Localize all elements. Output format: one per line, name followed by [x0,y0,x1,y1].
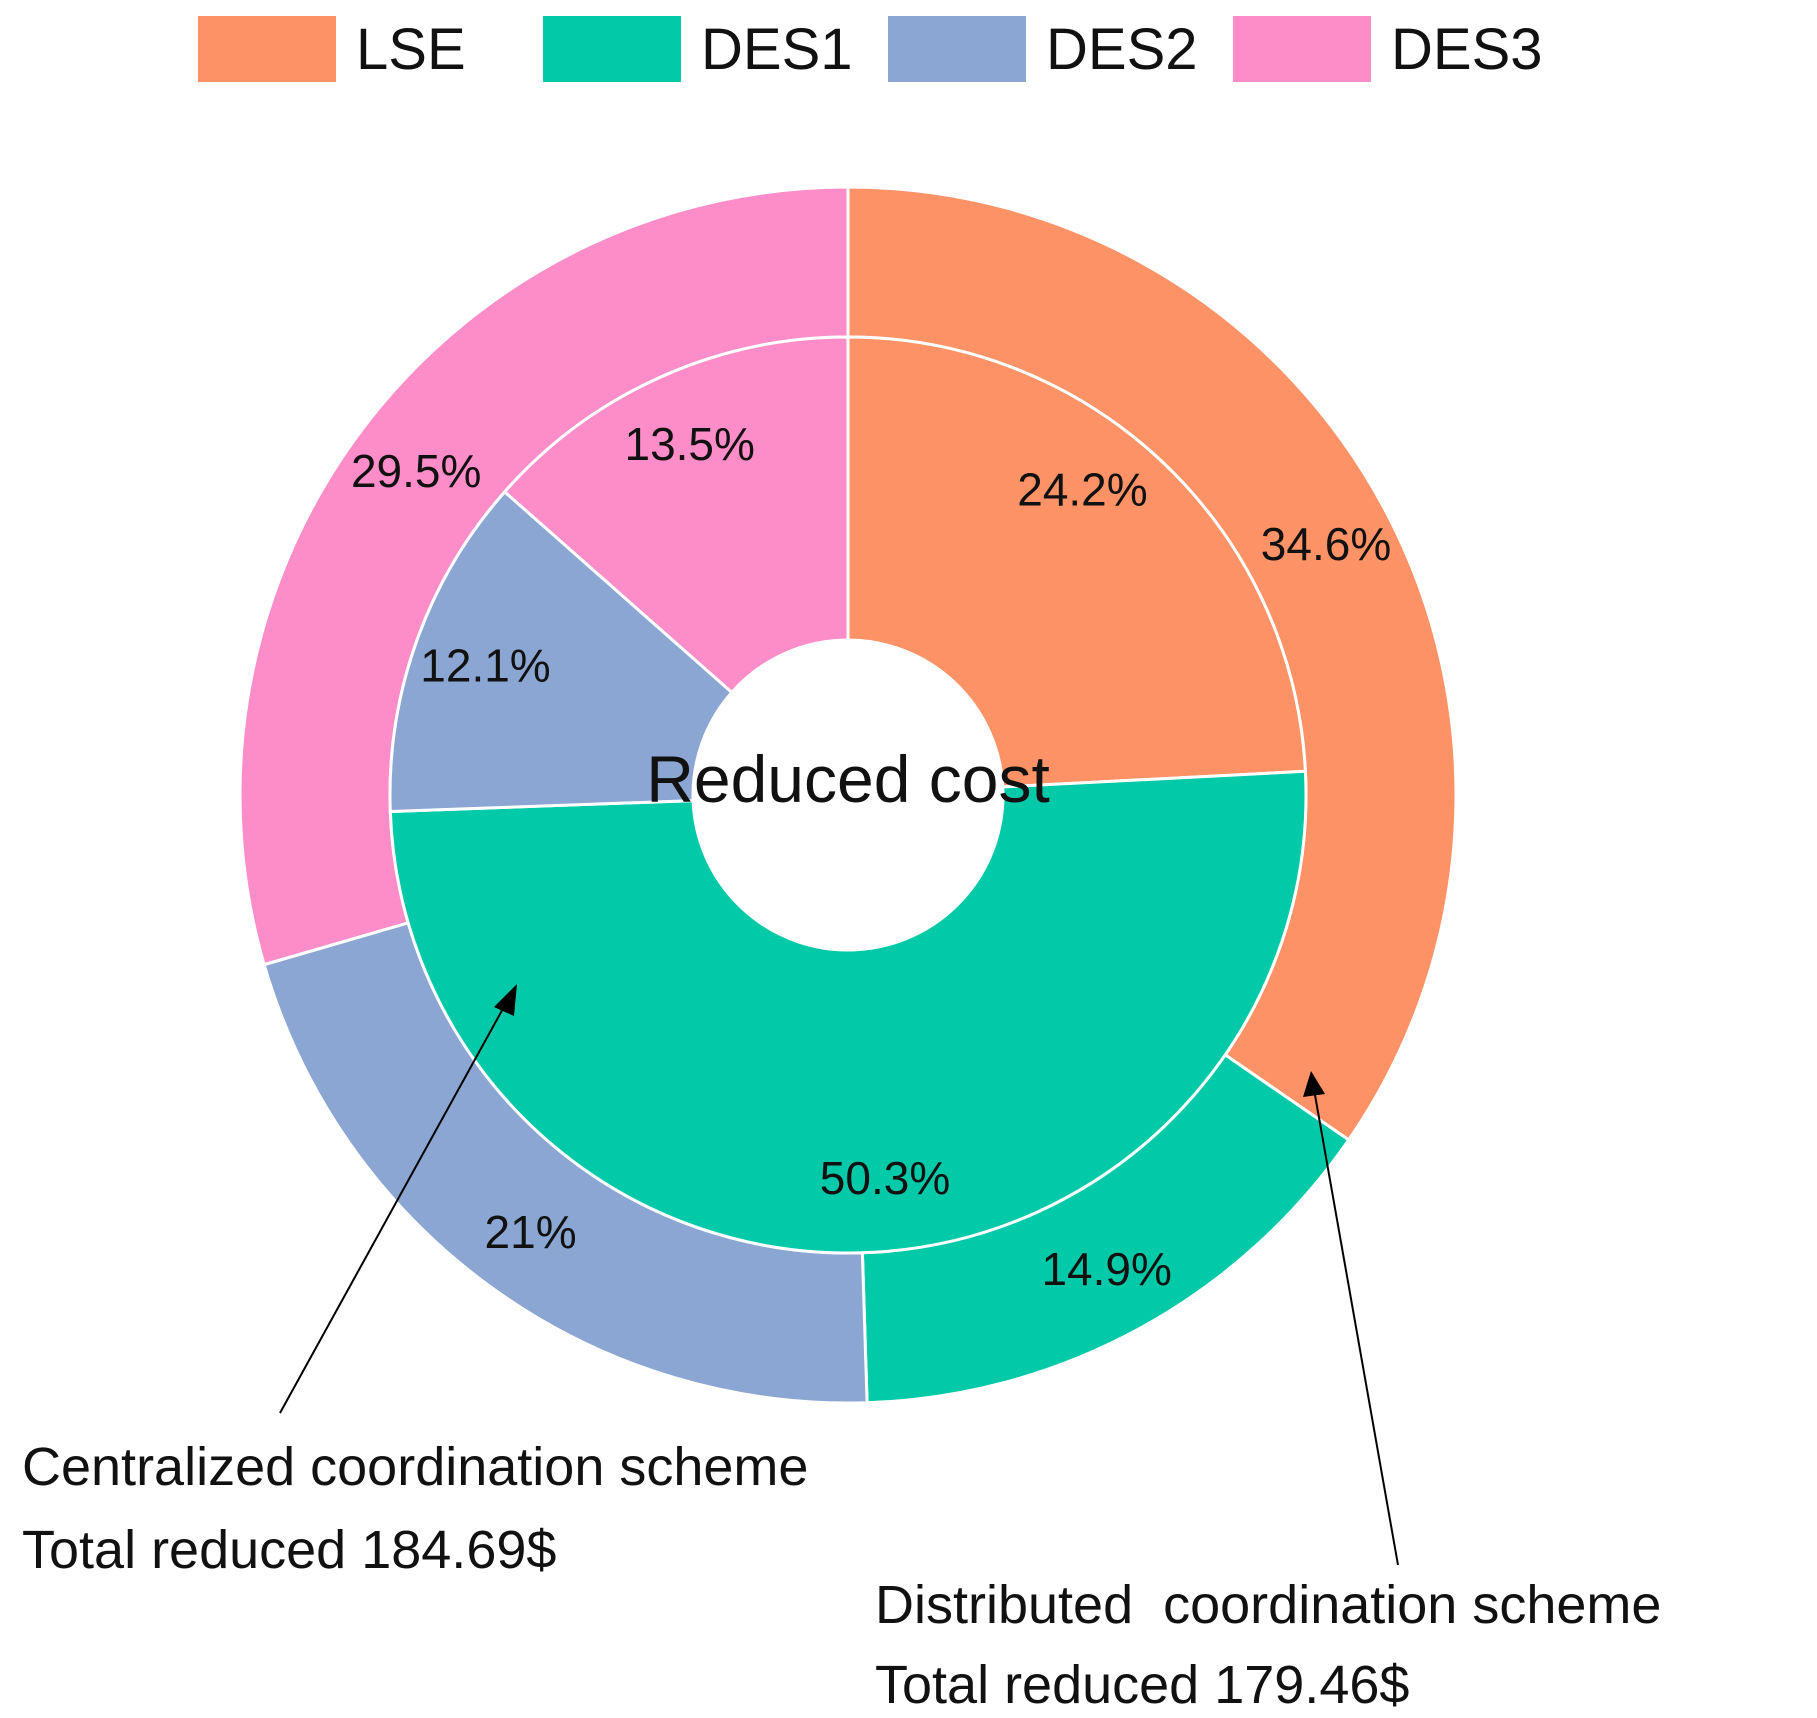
legend: LSE DES1 DES2 DES3 [198,16,1543,82]
outer-label-des3: 29.5% [351,445,481,497]
legend-label-des2: DES2 [1046,17,1198,82]
slice-labels: 34.6% 14.9% 21% 29.5% 24.2% 50.3% 12.1% 13.5% [351,418,1391,1295]
legend-label-des3: DES3 [1391,17,1543,82]
centralized-arrow [279,984,517,1414]
legend-label-lse: LSE [356,17,466,82]
inner-label-des3: 13.5% [624,418,754,470]
distributed-total-label: Total reduced 179.46$ [875,1655,1409,1715]
centralized-scheme-label: Centralized coordination scheme [22,1437,808,1497]
legend-label-des1: DES1 [701,17,853,82]
center-label: Reduced cost [646,742,1050,816]
legend-swatch-des2 [888,16,1026,82]
inner-label-des1: 50.3% [820,1152,950,1204]
distributed-arrow [1303,1071,1399,1566]
distributed-scheme-label: Distributed coordination scheme [875,1575,1661,1635]
outer-ring [238,185,1458,1405]
inner-label-lse: 24.2% [1017,464,1147,516]
inner-slice-des3 [502,335,850,695]
inner-label-des2: 12.1% [420,639,550,691]
inner-slice-lse [846,335,1307,789]
outer-label-lse: 34.6% [1261,518,1391,570]
outer-label-des2: 21% [485,1206,577,1258]
inner-slice-des1 [388,769,1308,1255]
inner-slice-des2 [388,489,734,814]
inner-ring [388,335,1308,1255]
centralized-total-label: Total reduced 184.69$ [22,1520,556,1580]
legend-swatch-des3 [1233,16,1371,82]
legend-swatch-lse [198,16,336,82]
outer-label-des1: 14.9% [1041,1243,1171,1295]
legend-swatch-des1 [543,16,681,82]
